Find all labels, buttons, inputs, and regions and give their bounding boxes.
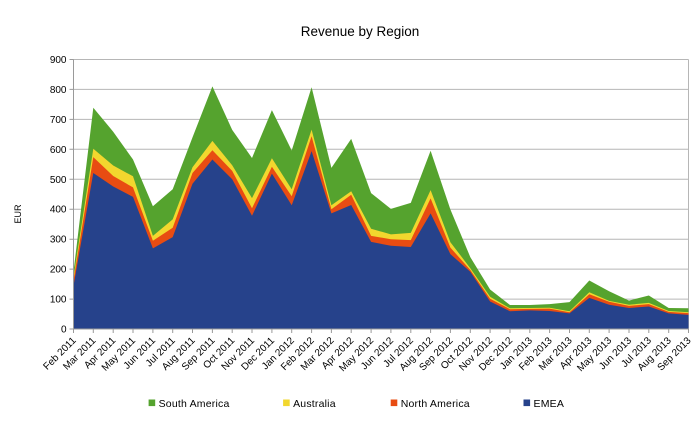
svg-text:700: 700	[50, 115, 67, 126]
svg-text:300: 300	[50, 235, 67, 246]
svg-text:South America: South America	[159, 398, 230, 410]
svg-text:North America: North America	[401, 398, 470, 410]
svg-text:0: 0	[61, 325, 67, 336]
svg-text:EUR: EUR	[13, 204, 23, 224]
svg-text:800: 800	[50, 85, 67, 96]
svg-text:EMEA: EMEA	[534, 398, 565, 410]
svg-text:100: 100	[50, 295, 67, 306]
svg-text:Australia: Australia	[293, 398, 336, 410]
svg-text:Revenue by Region: Revenue by Region	[301, 24, 420, 39]
svg-text:600: 600	[50, 145, 67, 156]
svg-text:400: 400	[50, 205, 67, 216]
svg-text:200: 200	[50, 265, 67, 276]
svg-text:500: 500	[50, 175, 67, 186]
svg-text:900: 900	[50, 55, 67, 66]
